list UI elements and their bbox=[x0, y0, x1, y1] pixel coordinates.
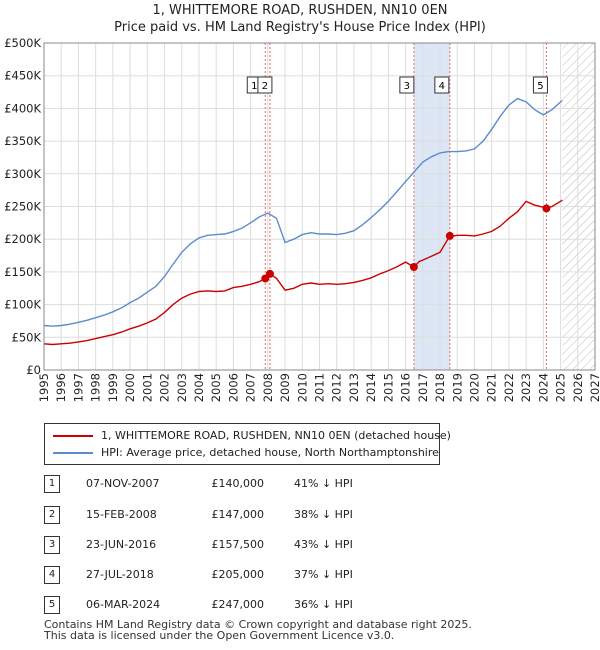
transaction-hpi-diff: 37% ↓ HPI bbox=[294, 568, 353, 581]
x-tick-label: 2008 bbox=[261, 373, 275, 402]
transaction-number: 4 bbox=[44, 566, 60, 584]
chart-title: 1, WHITTEMORE ROAD, RUSHDEN, NN10 0EN bbox=[152, 3, 448, 18]
x-tick-label: 2026 bbox=[571, 373, 585, 402]
transaction-price: £147,000 bbox=[211, 508, 265, 521]
plot-frame bbox=[43, 42, 596, 371]
transaction-date: 23-JUN-2016 bbox=[86, 538, 157, 551]
x-tick-label: 2001 bbox=[140, 373, 154, 402]
transaction-price: £140,000 bbox=[211, 477, 265, 490]
legend: 1, WHITTEMORE ROAD, RUSHDEN, NN10 0EN (d… bbox=[44, 423, 451, 465]
x-tick-label: 2006 bbox=[226, 373, 240, 402]
transaction-box bbox=[399, 76, 415, 94]
legend-line-hpi-icon bbox=[53, 452, 93, 454]
y-tick-label: £200K bbox=[4, 232, 41, 246]
price-chart: 1 2 3 4 5 £0 £50K £100K £150K £200K £250K £300K £350… bbox=[4, 36, 600, 402]
x-tick-label: 2007 bbox=[244, 373, 258, 402]
x-tick-label: 1995 bbox=[37, 373, 51, 402]
series-line-property bbox=[43, 199, 563, 346]
y-tick-label: £0 bbox=[26, 363, 41, 377]
x-tick-label: 2024 bbox=[536, 373, 550, 402]
x-tick-label: 2004 bbox=[192, 373, 206, 402]
legend-item-property: 1, WHITTEMORE ROAD, RUSHDEN, NN10 0EN (d… bbox=[53, 429, 451, 442]
y-tick-label: £50K bbox=[12, 330, 42, 344]
transaction-point bbox=[265, 269, 274, 278]
x-tick-label: 2003 bbox=[175, 373, 189, 402]
x-tick-label: 2021 bbox=[485, 373, 499, 402]
transaction-price: £247,000 bbox=[211, 598, 265, 611]
x-tick-label: 2016 bbox=[399, 373, 413, 402]
transaction-box bbox=[532, 76, 548, 94]
transaction-date: 07-NOV-2007 bbox=[86, 477, 160, 490]
transaction-hpi-diff: 38% ↓ HPI bbox=[294, 508, 353, 521]
transaction-number: 1 bbox=[44, 475, 60, 493]
x-tick-label: 2000 bbox=[123, 373, 137, 402]
y-tick-label: £450K bbox=[4, 69, 41, 83]
transaction-date: 27-JUL-2018 bbox=[86, 568, 154, 581]
transaction-point bbox=[542, 204, 551, 213]
y-tick-label: £500K bbox=[4, 36, 41, 50]
x-tick-label: 2022 bbox=[502, 373, 516, 402]
x-tick-label: 2009 bbox=[278, 373, 292, 402]
y-tick-label: £100K bbox=[4, 298, 41, 312]
transaction-number: 3 bbox=[44, 536, 60, 554]
x-tick-label: 2013 bbox=[347, 373, 361, 402]
x-tick-label: 2015 bbox=[381, 373, 395, 402]
transaction-number: 5 bbox=[44, 596, 60, 614]
x-tick-label: 2014 bbox=[364, 373, 378, 402]
transaction-point bbox=[409, 262, 418, 271]
transaction-box bbox=[257, 76, 273, 94]
transaction-date: 06-MAR-2024 bbox=[86, 598, 161, 611]
transaction-box-label: 1 bbox=[251, 81, 257, 92]
transaction-price: £157,500 bbox=[211, 538, 265, 551]
x-tick-label: 2018 bbox=[433, 373, 447, 402]
x-tick-label: 2011 bbox=[313, 373, 327, 402]
x-tick-label: 2019 bbox=[450, 373, 464, 402]
legend-label-property: 1, WHITTEMORE ROAD, RUSHDEN, NN10 0EN (d… bbox=[101, 429, 451, 442]
x-tick-label: 2017 bbox=[416, 373, 430, 402]
legend-item-hpi: HPI: Average price, detached house, Nort… bbox=[53, 446, 439, 459]
transaction-hpi-diff: 41% ↓ HPI bbox=[294, 477, 353, 490]
transaction-box-label: 5 bbox=[537, 81, 543, 92]
x-tick-label: 2027 bbox=[588, 373, 600, 402]
x-tick-label: 2020 bbox=[467, 373, 481, 402]
chart-subtitle: Price paid vs. HM Land Registry's House … bbox=[114, 20, 486, 35]
x-tick-label: 2005 bbox=[209, 373, 223, 402]
transaction-box-label: 4 bbox=[439, 81, 445, 92]
transaction-box-label: 3 bbox=[404, 81, 410, 92]
x-tick-label: 2012 bbox=[330, 373, 344, 402]
series-line-hpi bbox=[43, 97, 563, 327]
y-tick-label: £350K bbox=[4, 134, 41, 148]
y-tick-label: £150K bbox=[4, 265, 41, 279]
transaction-point bbox=[445, 231, 454, 240]
transaction-box-label: 2 bbox=[262, 81, 268, 92]
x-tick-label: 2002 bbox=[158, 373, 172, 402]
y-tick-label: £400K bbox=[4, 101, 41, 115]
x-tick-label: 2010 bbox=[295, 373, 309, 402]
legend-label-hpi: HPI: Average price, detached house, Nort… bbox=[101, 446, 439, 459]
x-tick-label: 2025 bbox=[554, 373, 568, 402]
transaction-date: 15-FEB-2008 bbox=[86, 508, 157, 521]
x-tick-label: 2023 bbox=[519, 373, 533, 402]
legend-line-property-icon bbox=[53, 435, 93, 437]
footer-copyright: Contains HM Land Registry data © Crown c… bbox=[44, 618, 472, 631]
footer-licence: This data is licensed under the Open Gov… bbox=[44, 629, 395, 642]
transaction-hpi-diff: 43% ↓ HPI bbox=[294, 538, 353, 551]
footer: Contains HM Land Registry data © Crown c… bbox=[44, 619, 472, 641]
x-tick-label: 1998 bbox=[89, 373, 103, 402]
x-tick-label: 1999 bbox=[106, 373, 120, 402]
x-tick-label: 1996 bbox=[54, 373, 68, 402]
y-tick-label: £300K bbox=[4, 167, 41, 181]
x-tick-label: 1997 bbox=[71, 373, 85, 402]
transaction-hpi-diff: 36% ↓ HPI bbox=[294, 598, 353, 611]
transaction-number: 2 bbox=[44, 506, 60, 524]
transaction-price: £205,000 bbox=[211, 568, 265, 581]
transaction-box bbox=[434, 76, 450, 94]
y-tick-label: £250K bbox=[4, 200, 41, 214]
